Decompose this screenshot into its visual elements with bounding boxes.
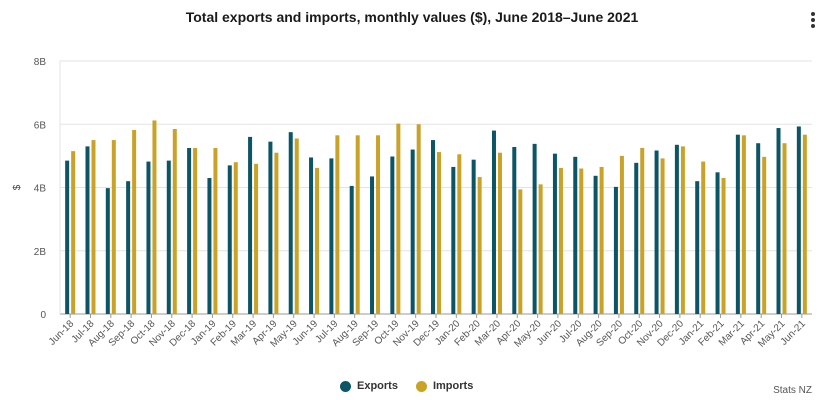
- y-tick-label: 4B: [34, 184, 47, 195]
- imports-bar: [721, 178, 726, 314]
- imports-bar: [132, 129, 137, 314]
- exports-bar: [552, 153, 557, 314]
- imports-bar: [376, 135, 381, 314]
- imports-bar: [477, 177, 482, 314]
- exports-bar: [288, 132, 293, 314]
- exports-bar: [85, 146, 90, 314]
- imports-bar: [152, 120, 157, 314]
- imports-bar: [193, 147, 198, 314]
- imports-bar: [172, 128, 177, 314]
- imports-bar: [782, 143, 787, 314]
- imports-bar: [762, 156, 767, 314]
- exports-bar: [593, 175, 598, 314]
- exports-bar: [207, 178, 212, 314]
- imports-bar: [416, 124, 421, 314]
- imports-bar: [518, 189, 523, 314]
- exports-bar: [349, 185, 354, 314]
- imports-bar: [538, 184, 543, 314]
- exports-bar: [309, 157, 314, 314]
- exports-bar: [695, 181, 700, 314]
- source-credit: Stats NZ: [773, 385, 812, 396]
- imports-swatch-icon: [415, 380, 427, 392]
- chart-area: 02B4B6B8B$Jun-18Jul-18Aug-18Sep-18Oct-18…: [12, 57, 812, 350]
- imports-bar: [497, 152, 502, 314]
- chart-title: Total exports and imports, monthly value…: [185, 9, 639, 25]
- exports-bar: [126, 181, 131, 314]
- exports-bar: [370, 176, 375, 314]
- exports-bar: [715, 172, 720, 314]
- exports-bar: [613, 186, 618, 314]
- legend-exports-label: Exports: [357, 380, 398, 392]
- more-options-icon[interactable]: [810, 12, 816, 30]
- exports-bar: [268, 141, 273, 314]
- y-tick-label: 6B: [34, 120, 47, 131]
- legend-exports[interactable]: Exports: [340, 380, 398, 392]
- exports-bar: [674, 144, 679, 314]
- legend-imports-label: Imports: [432, 380, 474, 392]
- imports-bar: [71, 151, 76, 314]
- exports-bar: [776, 128, 781, 314]
- imports-bar: [254, 163, 259, 314]
- exports-bar: [573, 156, 578, 314]
- imports-bar: [599, 166, 604, 314]
- legend: Exports Imports: [340, 380, 473, 392]
- imports-bar: [355, 135, 360, 314]
- imports-bar: [619, 155, 624, 314]
- y-tick-label: 8B: [34, 57, 47, 68]
- exports-bar: [532, 143, 537, 314]
- exports-bar: [105, 188, 110, 314]
- y-axis-label: $: [12, 184, 23, 190]
- imports-bar: [274, 152, 279, 314]
- exports-bar: [65, 160, 70, 314]
- exports-bar: [166, 160, 171, 314]
- y-tick-label: 2B: [34, 247, 47, 258]
- imports-bar: [396, 123, 401, 315]
- exports-bar: [187, 147, 192, 314]
- imports-bar: [233, 162, 238, 314]
- imports-bar: [680, 146, 685, 314]
- exports-bar: [329, 158, 334, 314]
- exports-bar: [248, 136, 253, 314]
- imports-bar: [294, 138, 299, 314]
- y-tick-label: 0: [40, 310, 46, 321]
- imports-bar: [640, 147, 645, 314]
- exports-bar: [654, 150, 659, 314]
- exports-bar: [471, 159, 476, 314]
- imports-bar: [457, 154, 462, 314]
- exports-bar: [796, 126, 801, 315]
- exports-bar: [410, 149, 415, 314]
- imports-bar: [558, 167, 563, 314]
- imports-bar: [741, 135, 746, 314]
- exports-bar: [735, 134, 740, 314]
- imports-bar: [213, 147, 218, 314]
- imports-bar: [91, 140, 96, 314]
- exports-swatch-icon: [340, 380, 351, 392]
- exports-bar: [431, 140, 435, 314]
- exports-bar: [756, 143, 761, 314]
- imports-bar: [335, 135, 340, 314]
- exports-bar: [146, 161, 151, 314]
- imports-bar: [579, 168, 584, 314]
- imports-bar: [660, 158, 665, 314]
- exports-bar: [451, 166, 456, 314]
- x-tick-label: Jun-18: [47, 318, 77, 348]
- exports-bar: [634, 162, 639, 314]
- exports-bar: [390, 156, 395, 314]
- legend-imports[interactable]: Imports: [415, 380, 474, 392]
- exports-bar: [491, 130, 496, 314]
- imports-bar: [437, 152, 441, 314]
- imports-bar: [802, 134, 807, 314]
- imports-bar: [315, 167, 320, 314]
- exports-bar: [512, 147, 517, 314]
- exports-bar: [227, 165, 232, 314]
- imports-bar: [111, 140, 116, 314]
- imports-bar: [701, 161, 706, 314]
